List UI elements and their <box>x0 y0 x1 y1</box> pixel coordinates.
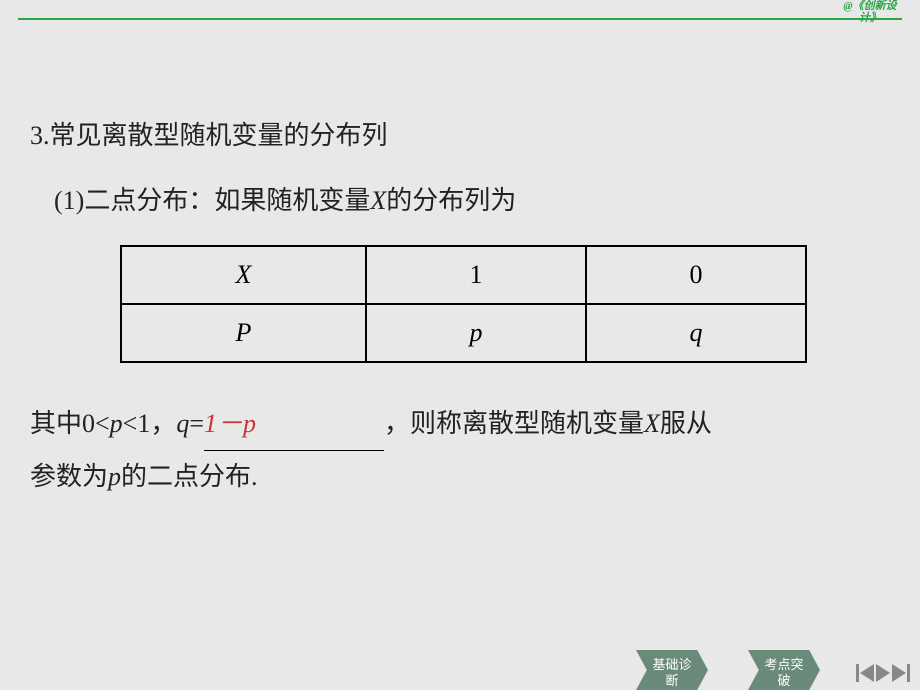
p2: p <box>108 462 121 491</box>
slide-nav <box>856 664 910 682</box>
bar-icon <box>856 664 859 682</box>
sub-var: X <box>370 186 386 215</box>
q: q <box>176 409 189 438</box>
t1: 其中0< <box>30 409 110 438</box>
brand-line1: @《创新设 <box>843 0 896 12</box>
table-row: X 1 0 <box>121 246 806 304</box>
btn2-line2: 破 <box>777 673 790 688</box>
paragraph: 其中0<p<1，q=1－p，则称离散型随机变量X服从参数为p的二点分布. <box>30 398 890 503</box>
p1: p <box>110 409 123 438</box>
triangle-right-icon <box>892 664 906 682</box>
section-heading: 3.常见离散型随机变量的分布列 <box>30 115 890 152</box>
btn1-line2: 断 <box>665 673 678 688</box>
sub-label: 二点分布：如果随机变量 <box>84 186 370 215</box>
btn2-line1: 考点突 <box>764 657 803 672</box>
next-slide-button[interactable] <box>876 664 890 682</box>
t6: 的二点分布. <box>121 462 258 491</box>
last-slide-button[interactable] <box>892 664 910 682</box>
cell-X: X <box>121 246 366 304</box>
t2: <1， <box>123 409 177 438</box>
cell-1: 1 <box>366 246 586 304</box>
btn1-line1: 基础诊 <box>652 657 691 672</box>
sub-tail: 的分布列为 <box>386 186 516 215</box>
t3: ，则称离散型随机变量 <box>384 409 644 438</box>
cell-P: P <box>121 304 366 362</box>
keypoints-button[interactable]: 考点突破 <box>748 650 820 690</box>
basics-button[interactable]: 基础诊断 <box>636 650 708 690</box>
cell-q: q <box>586 304 806 362</box>
cell-p: p <box>366 304 586 362</box>
sub-num: (1) <box>54 186 84 215</box>
heading-num: 3. <box>30 121 50 150</box>
footer-nav: 基础诊断 考点突破 <box>636 650 820 690</box>
slide-content: 3.常见离散型随机变量的分布列 (1)二点分布：如果随机变量X的分布列为 X 1… <box>30 115 890 503</box>
blank-underline: 1－p <box>204 398 384 451</box>
heading-text: 常见离散型随机变量的分布列 <box>50 121 388 150</box>
subheading: (1)二点分布：如果随机变量X的分布列为 <box>54 180 890 217</box>
answer: 1－p <box>204 409 256 438</box>
t4: 服从 <box>660 409 712 438</box>
triangle-left-icon <box>860 664 874 682</box>
t5: 参数为 <box>30 462 108 491</box>
cell-0: 0 <box>586 246 806 304</box>
brand-label: @《创新设 计》 <box>840 0 900 24</box>
table-row: P p q <box>121 304 806 362</box>
triangle-right-icon <box>876 664 890 682</box>
distribution-table: X 1 0 P p q <box>120 245 807 363</box>
brand-line2: 计》 <box>859 12 881 24</box>
divider-top <box>18 18 902 20</box>
first-slide-button[interactable] <box>856 664 874 682</box>
x: X <box>644 409 660 438</box>
bar-icon <box>907 664 910 682</box>
eq: = <box>189 409 204 438</box>
